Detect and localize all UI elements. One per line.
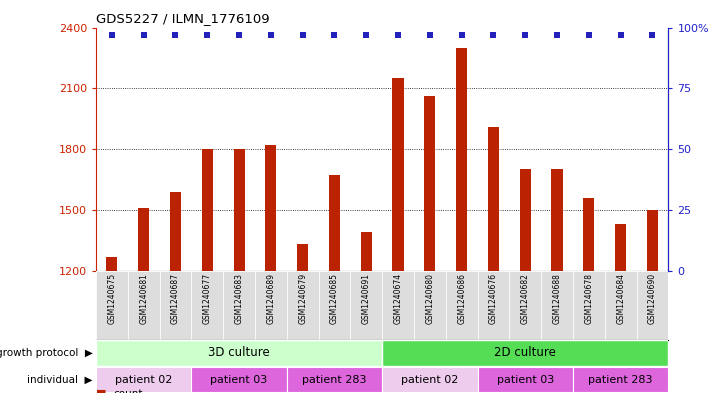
Bar — [297, 244, 309, 393]
Point — [297, 32, 309, 38]
Bar — [456, 48, 467, 393]
Text: ■: ■ — [96, 389, 107, 393]
Text: GSM1240674: GSM1240674 — [394, 273, 402, 324]
Point — [583, 32, 594, 38]
Text: patient 283: patient 283 — [302, 375, 367, 385]
Text: 2D culture: 2D culture — [494, 346, 556, 360]
Bar — [351, 271, 382, 340]
Text: GSM1240679: GSM1240679 — [298, 273, 307, 324]
Point — [202, 32, 213, 38]
Point — [106, 32, 117, 38]
Bar — [319, 271, 351, 340]
Bar — [392, 78, 404, 393]
Bar — [520, 169, 531, 393]
Text: growth protocol  ▶: growth protocol ▶ — [0, 348, 92, 358]
Bar — [488, 127, 499, 393]
Bar — [647, 210, 658, 393]
Text: GSM1240686: GSM1240686 — [457, 273, 466, 324]
Text: GSM1240691: GSM1240691 — [362, 273, 370, 324]
Bar — [128, 271, 159, 340]
Text: GSM1240684: GSM1240684 — [616, 273, 625, 324]
Bar — [191, 367, 287, 393]
Bar — [382, 271, 414, 340]
Bar — [287, 271, 319, 340]
Text: GSM1240685: GSM1240685 — [330, 273, 339, 324]
Text: GSM1240688: GSM1240688 — [552, 273, 562, 324]
Point — [392, 32, 404, 38]
Bar — [541, 271, 573, 340]
Point — [488, 32, 499, 38]
Text: GSM1240680: GSM1240680 — [425, 273, 434, 324]
Bar — [509, 271, 541, 340]
Point — [170, 32, 181, 38]
Bar — [478, 367, 573, 393]
Text: patient 02: patient 02 — [401, 375, 459, 385]
Bar — [170, 192, 181, 393]
Point — [456, 32, 467, 38]
Bar — [223, 271, 255, 340]
Bar — [615, 224, 626, 393]
Text: GSM1240675: GSM1240675 — [107, 273, 117, 324]
Point — [138, 32, 149, 38]
Text: count: count — [114, 389, 143, 393]
Bar — [159, 271, 191, 340]
Text: GSM1240678: GSM1240678 — [584, 273, 594, 324]
Text: GSM1240687: GSM1240687 — [171, 273, 180, 324]
Bar — [96, 340, 383, 366]
Text: patient 03: patient 03 — [496, 375, 554, 385]
Point — [551, 32, 562, 38]
Text: GSM1240681: GSM1240681 — [139, 273, 148, 324]
Text: GSM1240689: GSM1240689 — [267, 273, 275, 324]
Bar — [382, 367, 478, 393]
Bar — [329, 176, 340, 393]
Text: patient 283: patient 283 — [589, 375, 653, 385]
Bar — [446, 271, 478, 340]
Bar — [287, 367, 383, 393]
Point — [265, 32, 277, 38]
Bar — [424, 96, 435, 393]
Bar — [265, 145, 277, 393]
Bar — [96, 367, 191, 393]
Point — [328, 32, 340, 38]
Bar — [552, 169, 562, 393]
Point — [360, 32, 372, 38]
Bar — [605, 271, 636, 340]
Text: GSM1240690: GSM1240690 — [648, 273, 657, 324]
Text: patient 02: patient 02 — [115, 375, 172, 385]
Text: GSM1240682: GSM1240682 — [520, 273, 530, 324]
Point — [647, 32, 658, 38]
Text: individual  ▶: individual ▶ — [27, 375, 92, 385]
Bar — [138, 208, 149, 393]
Bar — [414, 271, 446, 340]
Bar — [636, 271, 668, 340]
Bar — [191, 271, 223, 340]
Bar — [478, 271, 509, 340]
Text: patient 03: patient 03 — [210, 375, 268, 385]
Bar — [573, 271, 605, 340]
Bar — [255, 271, 287, 340]
Bar — [573, 367, 668, 393]
Bar — [360, 232, 372, 393]
Text: GSM1240683: GSM1240683 — [235, 273, 244, 324]
Bar — [382, 340, 668, 366]
Bar — [233, 149, 245, 393]
Text: GSM1240677: GSM1240677 — [203, 273, 212, 324]
Bar — [202, 149, 213, 393]
Text: 3D culture: 3D culture — [208, 346, 270, 360]
Bar — [583, 198, 594, 393]
Point — [424, 32, 436, 38]
Point — [233, 32, 245, 38]
Text: GDS5227 / ILMN_1776109: GDS5227 / ILMN_1776109 — [96, 12, 269, 25]
Point — [520, 32, 531, 38]
Text: GSM1240676: GSM1240676 — [489, 273, 498, 324]
Point — [615, 32, 626, 38]
Bar — [96, 271, 128, 340]
Bar — [107, 257, 117, 393]
